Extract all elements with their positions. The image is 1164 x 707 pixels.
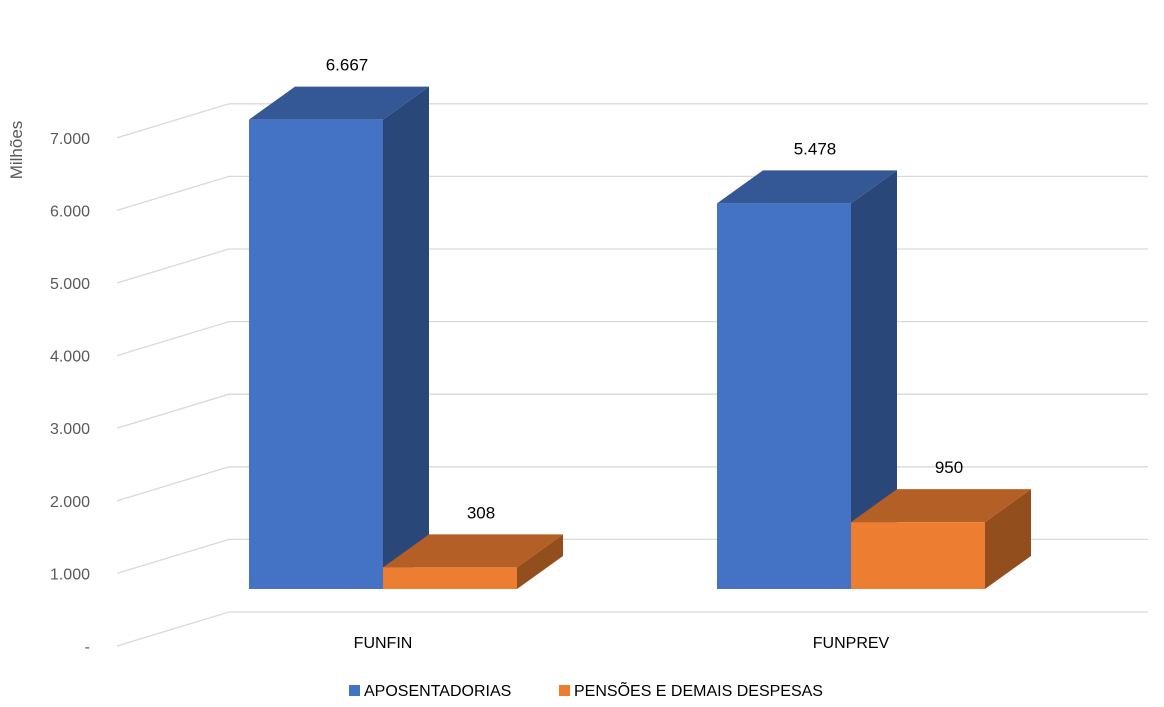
data-label: 950 bbox=[935, 458, 963, 477]
bar-aposentadorias-funfin bbox=[249, 86, 429, 590]
bar-pens-es-e-demais-despesas-funfin bbox=[383, 534, 563, 589]
y-tick-label: 6.000 bbox=[50, 203, 90, 220]
y-tick-label: 3.000 bbox=[50, 421, 90, 438]
y-tick-label: 7.000 bbox=[50, 131, 90, 148]
data-label: 5.478 bbox=[794, 139, 837, 158]
data-label: 6.667 bbox=[326, 56, 369, 75]
legend-swatch bbox=[349, 685, 360, 696]
data-labels: 6.667 308 5.478 950 bbox=[326, 56, 963, 523]
legend-label: PENSÕES E DEMAIS DESPESAS bbox=[574, 680, 823, 700]
bar-aposentadorias-funprev bbox=[717, 170, 897, 589]
legend-swatch bbox=[559, 685, 570, 696]
legend-item: APOSENTADORIAS bbox=[349, 683, 511, 700]
y-axis-title: Milhões bbox=[7, 121, 26, 180]
gridline bbox=[116, 611, 1148, 647]
x-tick-label: FUNPREV bbox=[813, 635, 890, 652]
x-axis-ticks: FUNFIN FUNPREV bbox=[354, 635, 890, 652]
gridlines bbox=[116, 103, 1148, 647]
bar-pens-es-e-demais-despesas-funprev bbox=[851, 489, 1031, 589]
y-tick-label: - bbox=[85, 639, 90, 656]
y-tick-label: 2.000 bbox=[50, 494, 90, 511]
bars bbox=[249, 86, 1031, 590]
legend-label: APOSENTADORIAS bbox=[364, 683, 511, 700]
data-label: 308 bbox=[467, 503, 495, 522]
legend: APOSENTADORIAS PENSÕES E DEMAIS DESPESAS bbox=[349, 680, 823, 700]
y-tick-label: 4.000 bbox=[50, 349, 90, 366]
y-tick-label: 5.000 bbox=[50, 276, 90, 293]
y-tick-label: 1.000 bbox=[50, 566, 90, 583]
x-tick-label: FUNFIN bbox=[354, 635, 413, 652]
gridline bbox=[116, 103, 1148, 139]
legend-item: PENSÕES E DEMAIS DESPESAS bbox=[559, 680, 823, 700]
y-axis-ticks: - 1.000 2.000 3.000 4.000 5.000 6.000 7.000 bbox=[50, 131, 90, 656]
